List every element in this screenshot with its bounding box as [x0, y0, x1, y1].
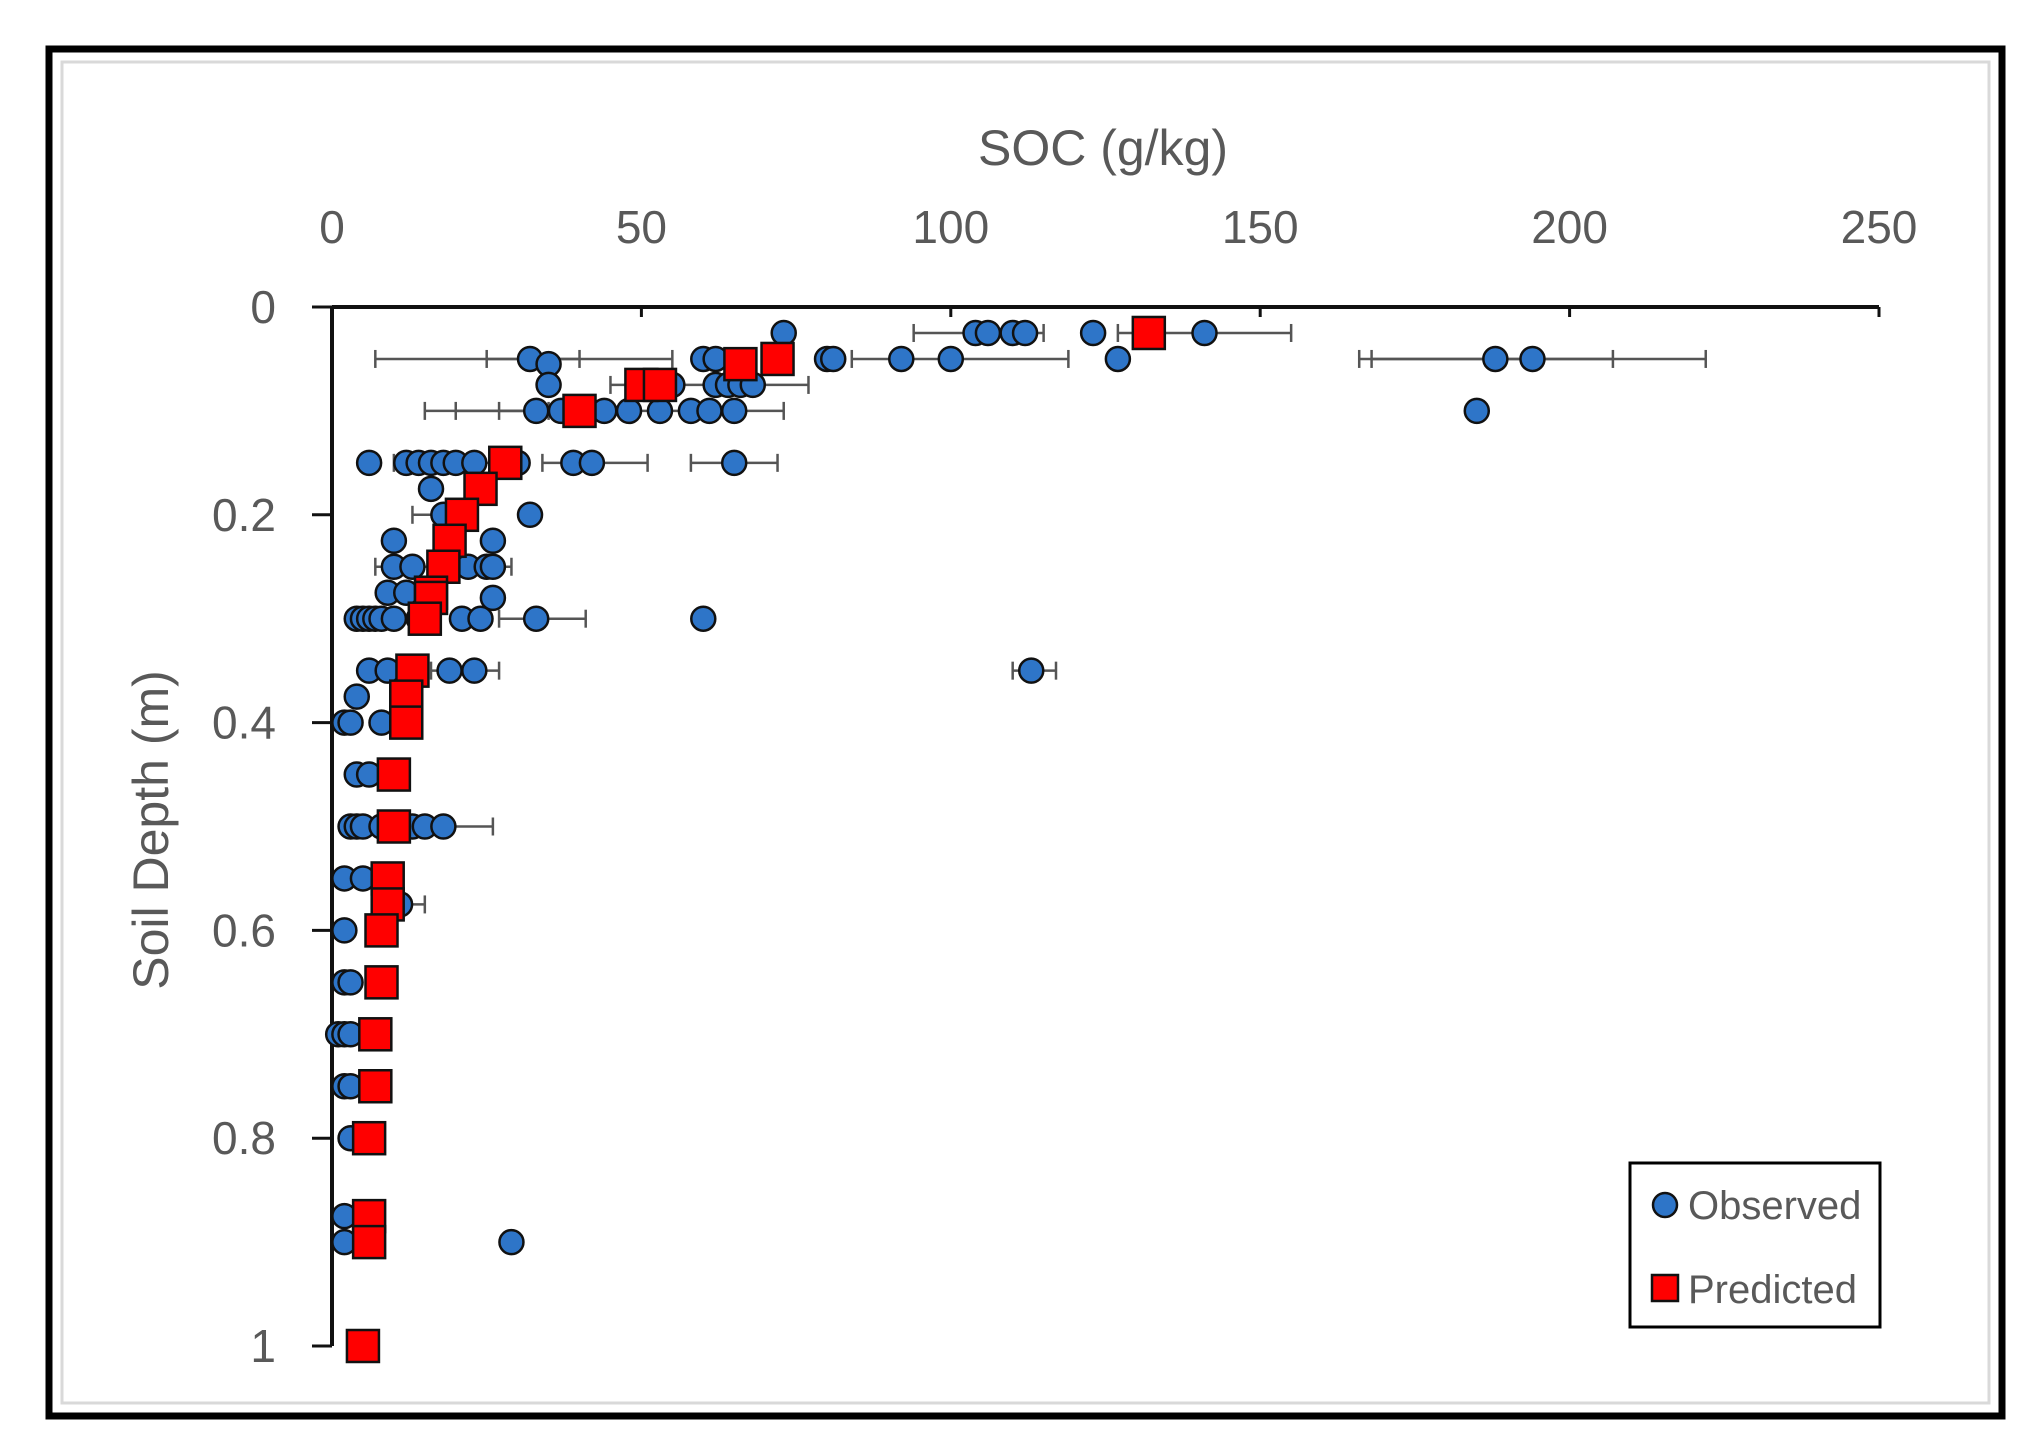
observed-point	[1463, 397, 1491, 425]
y-tick-label: 0	[250, 281, 276, 333]
x-tick-label: 150	[1222, 201, 1299, 253]
legend: Observed Predicted	[1628, 1161, 1882, 1329]
observed-point	[380, 605, 408, 632]
predicted-series	[345, 315, 1167, 1364]
observed-point	[535, 371, 562, 399]
observed-point	[819, 345, 847, 373]
predicted-point	[426, 549, 461, 584]
observed-point	[516, 501, 544, 529]
observed-point	[615, 397, 643, 425]
observed-point	[522, 605, 550, 632]
observed-point	[498, 1228, 525, 1256]
observed-point	[436, 657, 463, 684]
predicted-point	[642, 367, 678, 403]
predicted-point	[345, 1328, 381, 1364]
observed-point	[461, 657, 488, 684]
observed-point	[974, 319, 1002, 347]
legend-predicted-label: Predicted	[1688, 1268, 1857, 1312]
observed-point	[1079, 319, 1107, 347]
legend-predicted-marker	[1650, 1273, 1680, 1303]
observed-point	[331, 917, 358, 944]
predicted-point	[760, 341, 795, 377]
predicted-point	[389, 705, 424, 740]
observed-point	[578, 449, 606, 477]
observed-point	[937, 345, 965, 373]
observed-point	[337, 709, 364, 736]
predicted-point	[351, 1120, 387, 1156]
predicted-point	[562, 393, 597, 429]
y-axis-title: Soil Depth (m)	[123, 670, 179, 990]
predicted-point	[364, 913, 399, 948]
observed-point	[646, 397, 674, 425]
y-tick-label: 1	[250, 1320, 276, 1372]
observed-point	[479, 527, 507, 555]
observed-point	[479, 553, 507, 580]
predicted-point	[358, 1069, 393, 1104]
observed-point	[1519, 345, 1546, 373]
x-axis: 0 50 100 150 200 250	[319, 201, 1917, 317]
predicted-point	[364, 965, 399, 1000]
observed-point	[522, 397, 550, 425]
y-tick-label: 0.4	[212, 697, 276, 749]
x-axis-title: SOC (g/kg)	[978, 120, 1228, 176]
observed-point	[720, 397, 748, 425]
observed-point	[467, 605, 494, 632]
observed-point	[1104, 345, 1132, 373]
predicted-point	[407, 601, 443, 636]
observed-point	[770, 319, 797, 347]
observed-point	[888, 345, 915, 373]
y-axis: 0 0.2 0.4 0.6 0.8 1	[212, 281, 334, 1372]
observed-point	[696, 397, 723, 425]
y-tick-label: 0.8	[212, 1112, 276, 1164]
observed-point	[380, 527, 408, 555]
chart-inner-border	[60, 60, 1991, 1405]
predicted-point	[376, 757, 412, 792]
observed-point	[337, 969, 364, 996]
x-tick-label: 50	[616, 201, 667, 253]
observed-point	[417, 475, 445, 503]
observed-point	[690, 605, 717, 632]
x-tick-label: 200	[1531, 201, 1608, 253]
observed-point	[1011, 319, 1039, 347]
predicted-point	[358, 1017, 393, 1052]
y-tick-label: 0.6	[212, 904, 276, 956]
observed-point	[1482, 345, 1509, 373]
x-tick-label: 250	[1841, 201, 1918, 253]
observed-point	[430, 813, 457, 840]
observed-point	[1191, 319, 1218, 347]
x-tick-label: 0	[319, 201, 345, 253]
observed-point	[461, 449, 488, 477]
observed-point	[343, 683, 371, 710]
observed-point	[1017, 657, 1045, 684]
observed-point	[399, 553, 426, 580]
predicted-point	[1131, 315, 1167, 351]
legend-observed-marker	[1651, 1191, 1679, 1219]
observed-point	[720, 449, 748, 477]
predicted-point	[351, 1224, 387, 1260]
x-tick-label: 100	[912, 201, 989, 253]
predicted-point	[723, 346, 758, 382]
observed-point	[355, 449, 383, 477]
predicted-point	[376, 809, 412, 844]
legend-observed-label: Observed	[1688, 1184, 1861, 1228]
observed-series	[324, 319, 1546, 1256]
y-tick-label: 0.2	[212, 489, 276, 541]
observed-point	[479, 584, 507, 612]
